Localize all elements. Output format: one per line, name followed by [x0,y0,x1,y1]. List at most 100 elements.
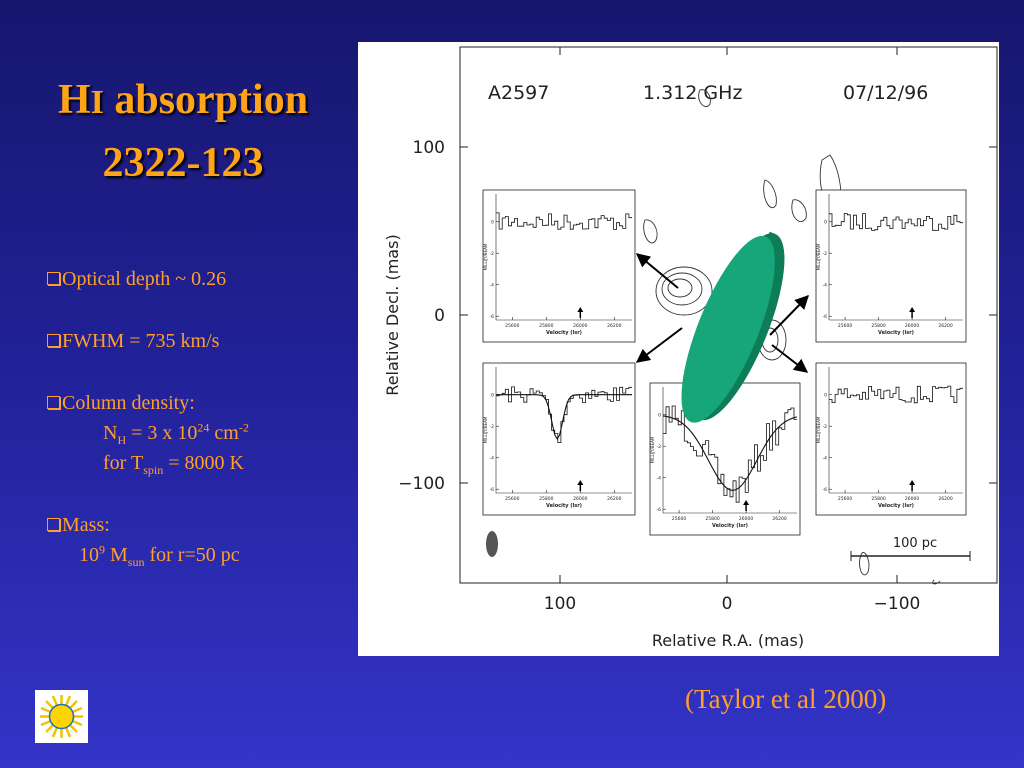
spectrum-inset: 0 -2 -4 -6 25600 25800 26000 26200 Velocity (lsr… [815,189,967,343]
inset-y-tick-label: -2 [490,424,495,430]
inset-x-tick-label: 26000 [573,496,587,502]
inset-y-tick-label: -4 [490,283,495,289]
subscript: spin [143,463,164,477]
spectrum-line [829,213,963,231]
inset-x-tick-label: 25800 [871,323,885,329]
superscript: 9 [99,542,105,557]
inset-x-label: Velocity (lsr) [878,503,914,509]
inset-x-tick-label: 25600 [838,323,852,329]
text: M [105,544,128,566]
citation: (Taylor et al 2000) [685,684,887,714]
bullet-text: Mass: [62,514,110,536]
x-axis-label: Relative R.A. (mas) [652,631,804,650]
bullet: Column density: [47,388,249,418]
header-source: A2597 [488,82,549,104]
inset-frame [482,362,636,516]
text: 10 [79,544,99,566]
x-tick-label: 100 [544,594,576,614]
inset-x-label: Velocity (lsr) [712,523,748,529]
inset-x-tick-label: 25600 [672,516,686,522]
inset-y-tick-label: -4 [823,283,828,289]
inset-y-tick-label: -6 [823,487,828,493]
inset-frame [482,189,636,343]
subscript: H [117,433,127,447]
bullet-text: Optical depth ~ 0.26 [62,268,227,290]
inset-x-tick-label: 26200 [938,496,952,502]
inset-y-label: MILLIJY/BEAM [650,436,655,463]
bullet-list: Optical depth ~ 0.26 FWHM = 735 km/s Col… [47,264,249,570]
inset-x-tick-label: 25600 [505,323,519,329]
inset-x-label: Velocity (lsr) [878,330,914,336]
figure: A2597 1.312 GHz 07/12/96 100 0 −100 100 … [358,42,999,656]
bullet: Optical depth ~ 0.26 [47,264,249,294]
text: N [103,422,118,444]
velocity-marker-head [909,480,916,485]
y-axis-label: Relative Decl. (mas) [383,234,402,395]
inset-x-tick-label: 26200 [607,496,621,502]
velocity-marker-head [577,480,584,485]
slide-subtitle: 2322-123 [102,140,264,186]
inset-x-tick-label: 25800 [871,496,885,502]
inset-x-tick-label: 25800 [539,323,553,329]
bullet-line: 109 Msun for r=50 pc [47,540,249,570]
inset-x-tick-label: 26000 [905,323,919,329]
header-date: 07/12/96 [843,82,928,104]
title-rest: absorption [103,77,309,123]
spectrum-line [496,386,632,443]
inset-y-tick-label: -2 [657,444,662,450]
bullet-line: for Tspin = 8000 K [47,448,249,478]
spectrum-insets: 0 -2 -4 -6 25600 25800 26000 26200 Velocity (lsr… [482,189,967,536]
inset-x-tick-label: 25600 [505,496,519,502]
inset-x-tick-label: 26200 [938,323,952,329]
figure-background [358,42,999,656]
logo [35,690,88,743]
text: = 3 x 10 [126,422,198,444]
inset-x-tick-label: 26200 [772,516,786,522]
spectrum-inset: 0 -2 -4 -6 25600 25800 26000 26200 Velocity (lsr… [482,189,636,343]
text: for r=50 pc [144,544,240,566]
inset-y-label: MILLIJY/BEAM [816,416,821,443]
spectrum-fit [496,394,632,440]
inset-y-label: MILLIJY/BEAM [483,416,488,443]
inset-x-label: Velocity (lsr) [546,503,582,509]
arrows [635,253,809,373]
inset-y-tick-label: 0 [658,413,661,419]
inset-y-label: MILLIJY/BEAM [816,243,821,270]
superscript: 24 [197,420,210,435]
spectrum-inset: 0 -2 -4 -6 25600 25800 26000 26200 Velocity (lsr… [815,362,967,516]
inset-frame [815,189,967,343]
bullet: FWHM = 735 km/s [47,326,249,356]
inset-x-tick-label: 25800 [705,516,719,522]
spectrum-line [829,385,963,404]
header-frequency: 1.312 GHz [643,82,742,104]
bullet-text: Column density: [62,392,195,414]
superscript: -2 [238,420,249,435]
velocity-marker-head [577,307,584,312]
slide-title: HI absorption [0,76,366,124]
beam [486,531,498,557]
inset-x-tick-label: 25800 [539,496,553,502]
y-tick-label: 0 [434,306,445,326]
spectrum-line [663,405,797,503]
inset-y-tick-label: 0 [824,393,827,399]
inset-x-tick-label: 26000 [573,323,587,329]
scale-label: 100 pc [893,536,937,551]
disk [681,231,785,423]
inset-x-tick-label: 26000 [905,496,919,502]
spectrum-fit [662,415,798,491]
inset-y-tick-label: -4 [657,476,662,482]
inset-y-tick-label: -4 [823,456,828,462]
x-tick-label: −100 [874,594,921,614]
inset-y-tick-label: -2 [823,251,828,257]
bullet-text: FWHM = 735 km/s [62,330,220,352]
inset-y-tick-label: 0 [491,393,494,399]
subscript: sun [127,555,145,569]
inset-x-tick-label: 25600 [838,496,852,502]
inset-x-tick-label: 26200 [607,323,621,329]
bullet: Mass: [47,510,249,540]
inset-frame [815,362,967,516]
inset-y-tick-label: -2 [823,424,828,430]
inset-y-tick-label: -6 [657,507,662,513]
spectrum-line [496,212,632,230]
inset-y-tick-label: -6 [490,487,495,493]
